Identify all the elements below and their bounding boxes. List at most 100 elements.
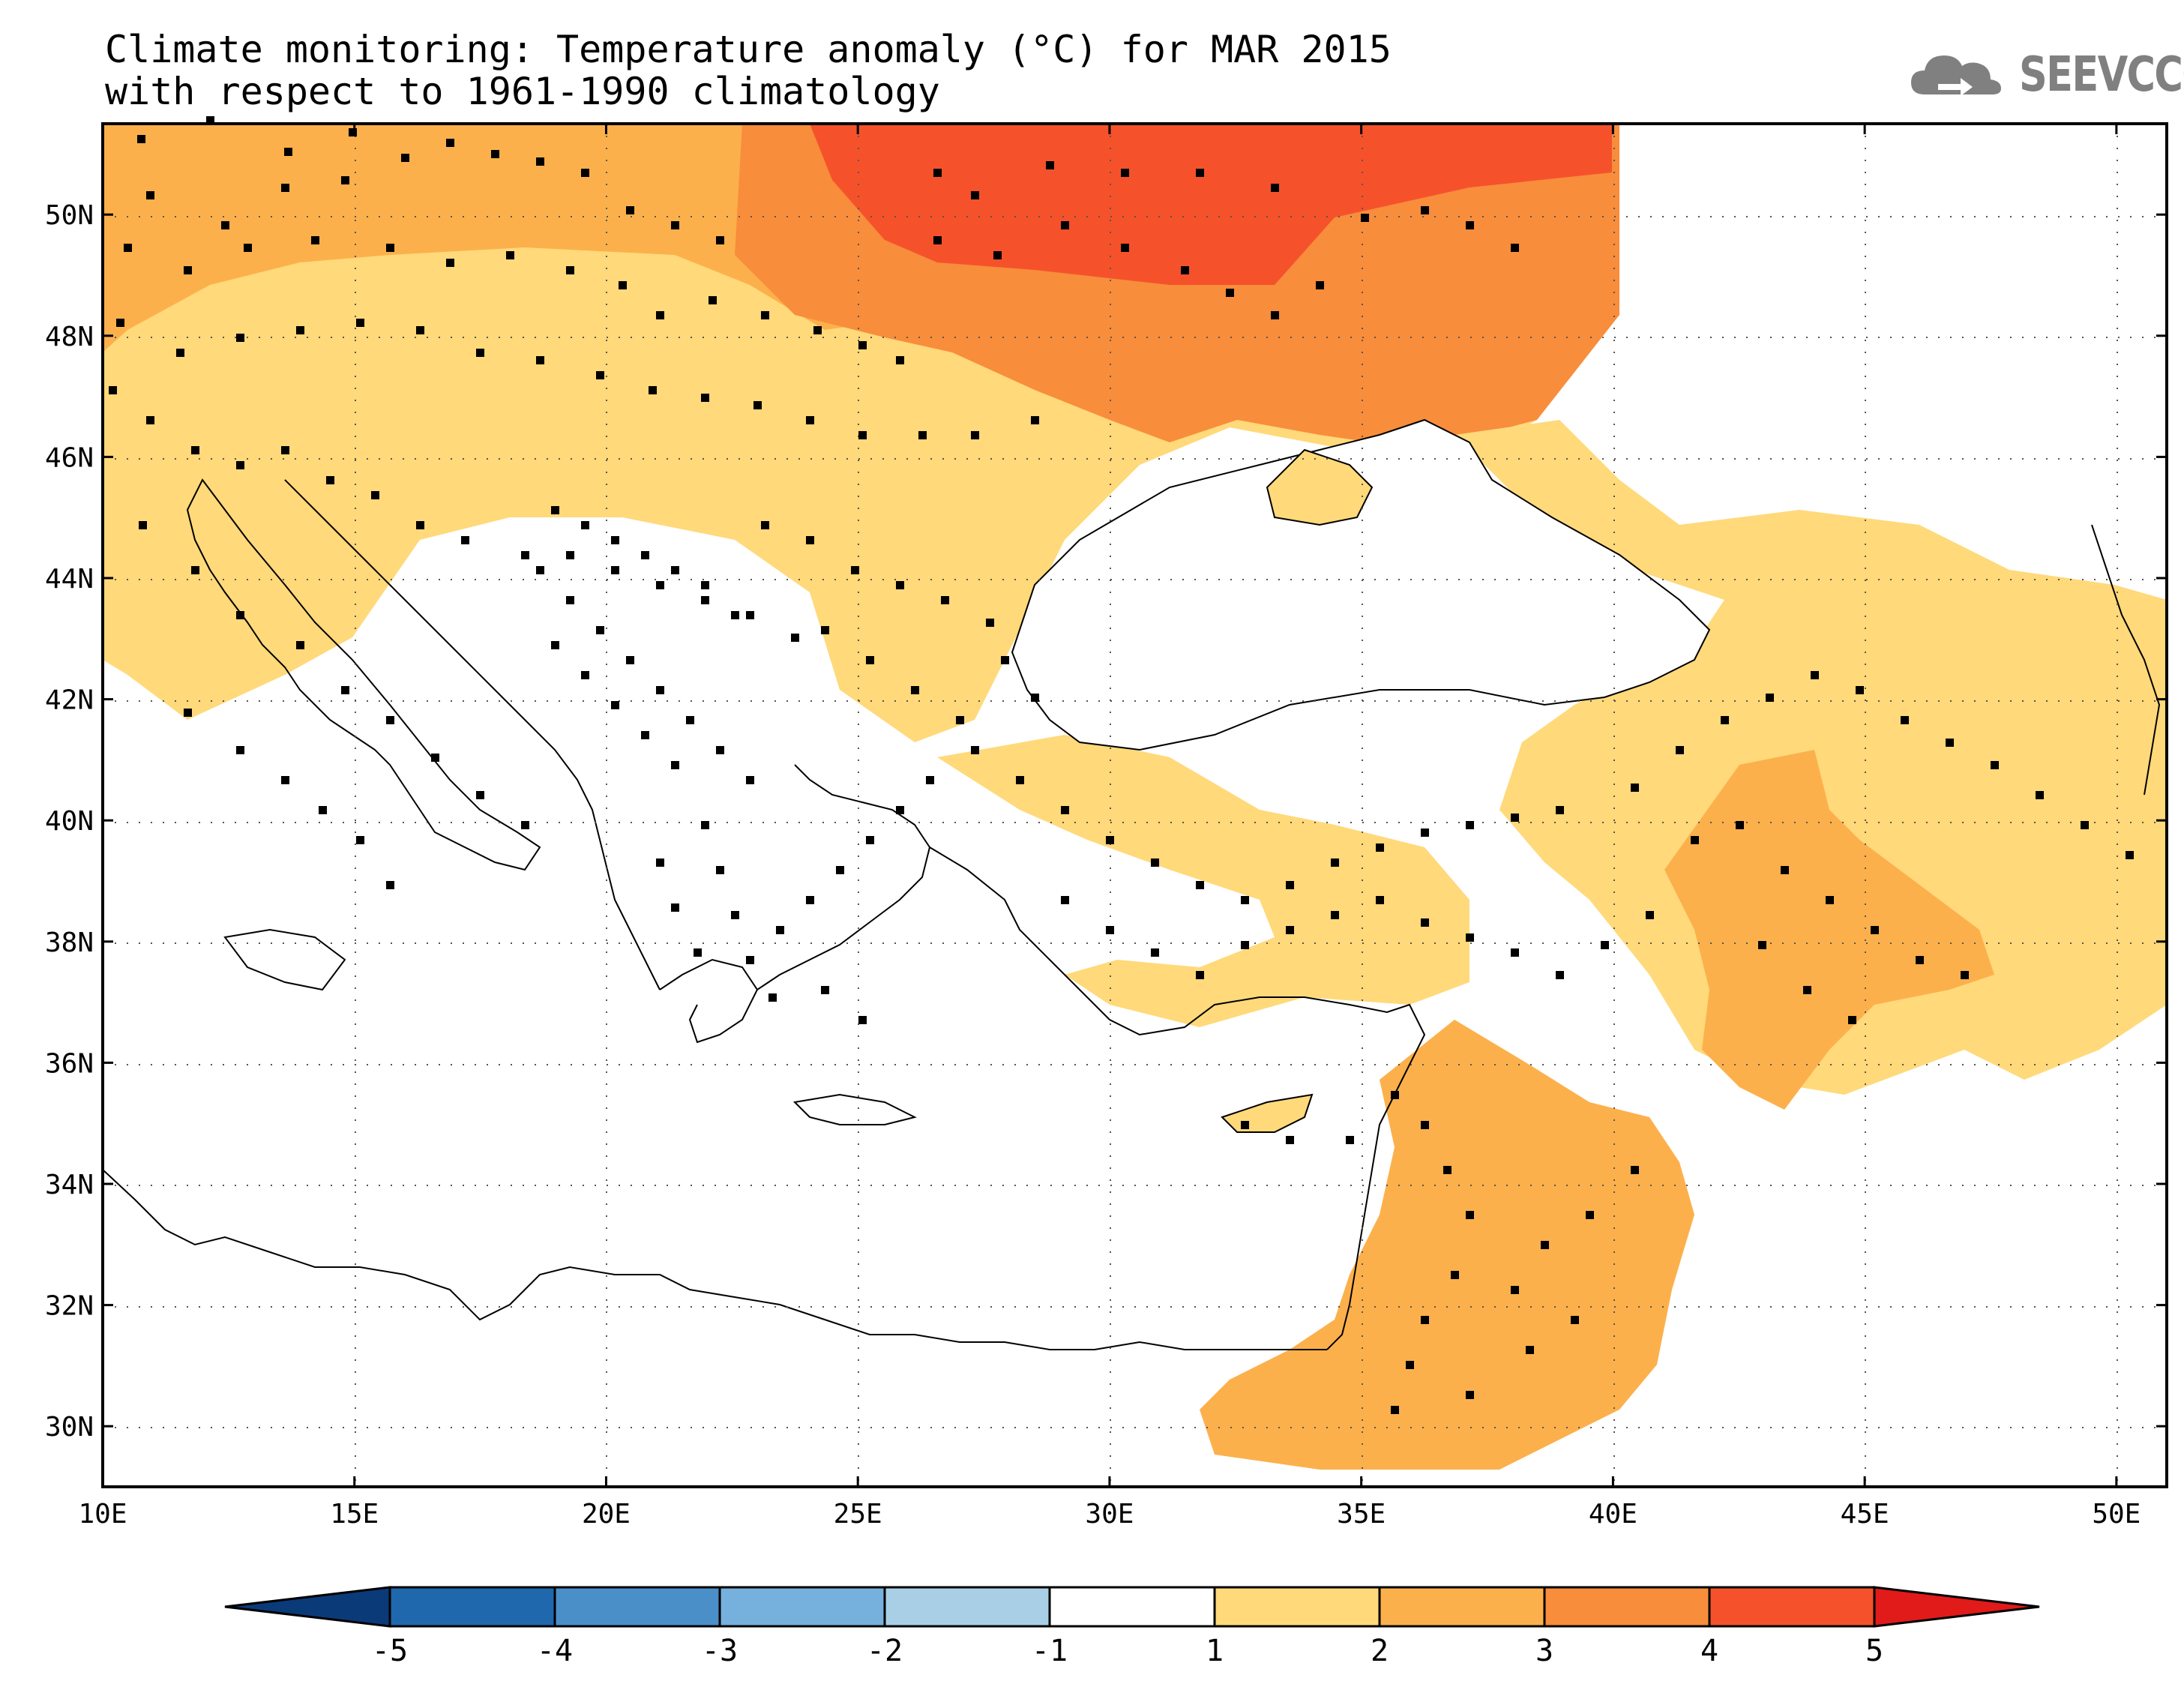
station-markers [109, 116, 2134, 1414]
colorbar-label: -4 [537, 1634, 573, 1668]
station-marker [491, 150, 499, 158]
station-marker [236, 611, 244, 619]
anomaly-2-3-region-east [1664, 750, 1994, 1110]
station-marker [1316, 281, 1324, 289]
crete [792, 1093, 917, 1125]
anomaly-field [103, 124, 2167, 1487]
colorbar: -5 -4 -3 -2 -1 1 2 3 4 5 [224, 1586, 2040, 1668]
station-marker [1646, 911, 1654, 919]
colorbar-extend-high [1873, 1586, 2040, 1628]
station-marker [1511, 1286, 1519, 1294]
station-marker [191, 446, 199, 454]
station-marker [1901, 716, 1909, 724]
station-marker [1848, 1016, 1856, 1024]
lat-tick-label: 50N [45, 200, 94, 231]
lat-tick-label: 30N [45, 1412, 94, 1443]
station-marker [1241, 896, 1249, 904]
station-marker [506, 251, 514, 259]
station-marker [1541, 1241, 1549, 1249]
grid-lines [103, 124, 2167, 1487]
station-marker [137, 135, 145, 143]
station-marker [933, 236, 942, 244]
station-marker [1556, 806, 1564, 814]
station-marker [701, 821, 709, 829]
station-marker [821, 626, 829, 634]
station-marker [551, 641, 559, 649]
colorbar-box [1543, 1586, 1711, 1628]
station-marker [971, 746, 979, 754]
lon-tick-label: 45E [1841, 1499, 1889, 1530]
station-marker [821, 986, 829, 994]
station-marker [1466, 821, 1474, 829]
station-marker [1331, 858, 1339, 867]
colorbar-label: 5 [1865, 1634, 1883, 1668]
station-marker [866, 656, 874, 664]
station-marker [1736, 821, 1744, 829]
station-marker [1466, 1391, 1474, 1399]
lat-tick-label: 44N [45, 564, 94, 595]
station-marker [236, 746, 244, 754]
station-marker [671, 566, 679, 574]
station-marker [971, 191, 979, 199]
station-marker [1511, 244, 1519, 252]
colorbar-box [1048, 1586, 1216, 1628]
station-marker [1961, 971, 1969, 979]
station-marker [1871, 926, 1879, 934]
colorbar-label: -3 [702, 1634, 738, 1668]
station-marker [1031, 694, 1039, 702]
station-marker [109, 386, 117, 394]
station-marker [146, 191, 154, 199]
station-marker [1226, 289, 1234, 297]
station-marker [1946, 739, 1954, 747]
colorbar-box [388, 1586, 556, 1628]
station-marker [1196, 971, 1204, 979]
station-marker [416, 521, 424, 529]
station-marker [813, 326, 822, 334]
station-marker [281, 184, 289, 192]
station-marker [236, 334, 244, 342]
station-marker [461, 536, 469, 544]
station-marker [1991, 761, 1999, 769]
station-marker [701, 596, 709, 604]
title-line-1: Climate monitoring: Temperature anomaly … [105, 28, 1392, 71]
station-marker [1916, 956, 1924, 964]
station-marker [858, 1016, 867, 1024]
station-marker [596, 626, 604, 634]
station-marker [1443, 1166, 1452, 1174]
station-marker [1241, 941, 1249, 949]
station-marker [581, 521, 589, 529]
station-marker [581, 169, 589, 177]
station-marker [941, 596, 949, 604]
station-marker [776, 926, 784, 934]
station-marker [836, 866, 844, 874]
station-marker [146, 416, 154, 424]
station-marker [656, 311, 664, 319]
station-marker [761, 521, 769, 529]
station-marker [933, 169, 942, 177]
station-marker [761, 311, 769, 319]
station-marker [1406, 1361, 1414, 1369]
station-marker [521, 821, 529, 829]
colorbar-box [718, 1586, 886, 1628]
station-marker [116, 319, 124, 327]
station-marker [866, 836, 874, 844]
station-marker [356, 836, 364, 844]
station-marker [806, 416, 814, 424]
station-marker [1271, 184, 1279, 192]
station-marker [911, 686, 919, 694]
station-marker [1391, 1406, 1399, 1414]
station-marker [244, 244, 252, 252]
station-marker [993, 251, 1002, 259]
sicily [223, 928, 346, 991]
station-marker [656, 686, 664, 694]
station-marker [641, 551, 649, 559]
station-marker [176, 349, 184, 357]
station-marker [371, 491, 379, 499]
station-marker [619, 281, 627, 289]
station-marker [1511, 948, 1519, 957]
logo-text: SEEVCCC [2019, 47, 2184, 103]
colorbar-label: 3 [1535, 1634, 1553, 1668]
station-marker [281, 446, 289, 454]
station-marker [1758, 941, 1766, 949]
station-marker [1286, 1136, 1294, 1144]
